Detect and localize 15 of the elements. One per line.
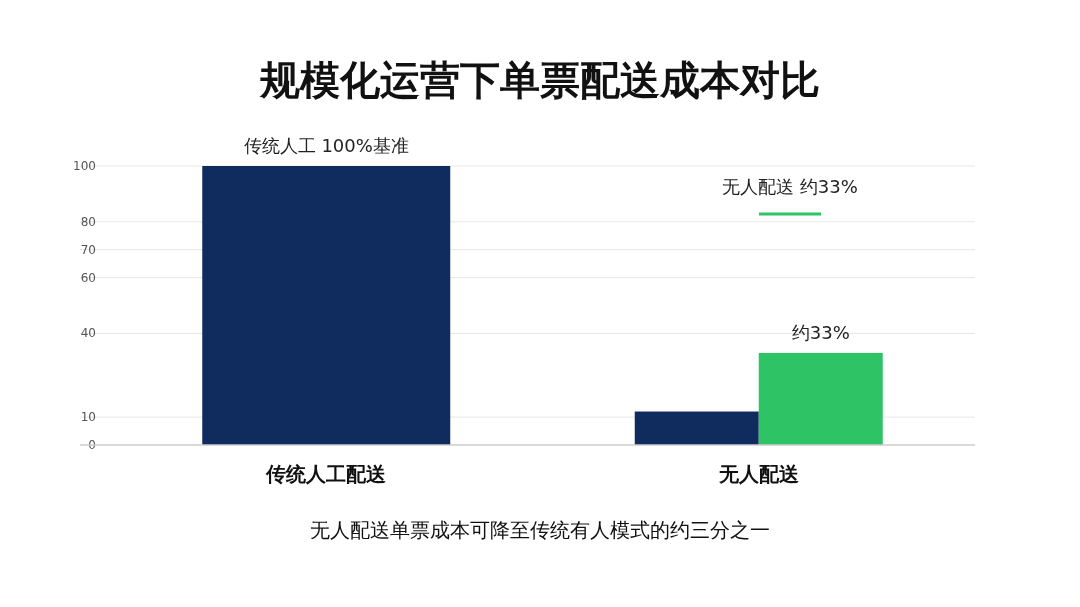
chart-title: 规模化运营下单票配送成本对比 [259, 57, 820, 103]
y-tick-label: 100 [73, 159, 96, 173]
bar [758, 352, 883, 445]
y-tick-label: 0 [88, 438, 96, 452]
text: 无人配送 约33% [722, 176, 858, 197]
y-tick-label: 70 [80, 242, 96, 257]
y-tick-label: 60 [80, 270, 96, 285]
data-label: 约33% [791, 321, 850, 343]
data-label: 传统人工 100%基准 [243, 135, 409, 156]
x-tick-label: 传统人工配送 [265, 462, 387, 486]
y-tick-label: 10 [80, 410, 96, 425]
text: 无人配送单票成本可降至传统有人模式的约三分之一 [310, 518, 770, 542]
x-tick-label: 无人配送 [717, 462, 799, 486]
y-tick-label: 80 [80, 214, 96, 229]
y-tick-label: 40 [80, 326, 96, 341]
